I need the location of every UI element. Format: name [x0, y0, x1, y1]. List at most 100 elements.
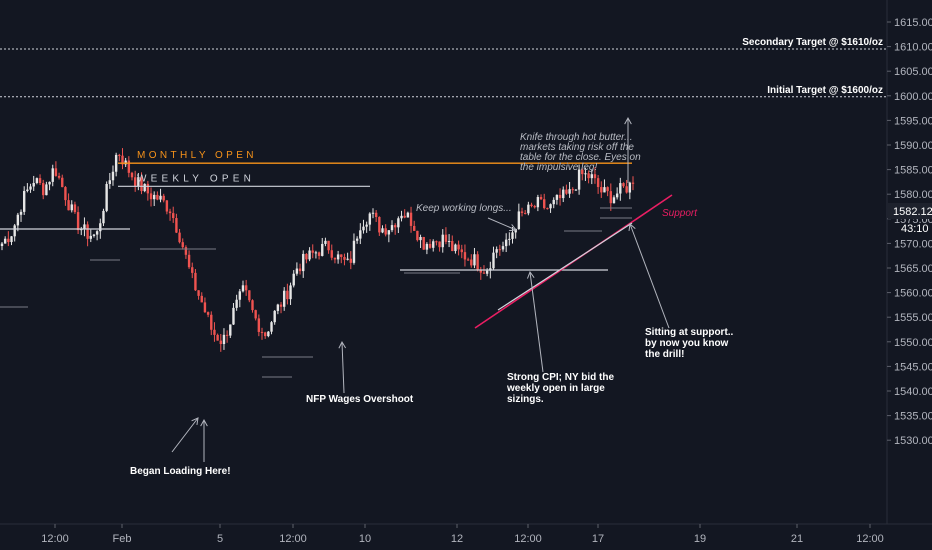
- candle-body: [165, 200, 169, 212]
- candle-body: [276, 304, 280, 311]
- candle-body: [32, 182, 35, 187]
- candle-body: [67, 200, 70, 211]
- candle-body: [26, 189, 29, 191]
- candle-body: [346, 258, 349, 260]
- candle-body: [543, 199, 546, 209]
- x-tick-label: 17: [592, 533, 604, 545]
- candle-body: [473, 254, 476, 266]
- candle-body: [159, 195, 162, 200]
- candle-body: [295, 268, 299, 274]
- candle-body: [308, 250, 311, 260]
- candle-body: [327, 240, 330, 251]
- y-tick-label: 1595.00: [894, 115, 932, 127]
- candle-body: [254, 310, 257, 319]
- candle-body: [29, 186, 32, 190]
- candle-body: [349, 258, 352, 263]
- candle-body: [64, 187, 67, 201]
- cpi-line: sizings.: [507, 394, 544, 405]
- keep-longs-arrow-head: [508, 224, 517, 232]
- candle-body: [492, 252, 495, 269]
- x-tick-label: 12:00: [514, 533, 542, 545]
- candle-body: [340, 254, 343, 257]
- candle-body: [508, 238, 511, 240]
- cpi-line: Strong CPI; NY bid the: [507, 372, 614, 383]
- candle-body: [562, 189, 565, 199]
- candle-body: [577, 169, 581, 190]
- candle-body: [387, 230, 391, 235]
- candle-body: [175, 218, 178, 233]
- candle-body: [416, 230, 419, 241]
- nfp-annotation: NFP Wages Overshoot: [306, 394, 414, 405]
- candle-body: [628, 182, 632, 193]
- candle-body: [302, 253, 305, 272]
- candle-body: [143, 183, 146, 192]
- began-arrow-head: [191, 417, 199, 425]
- candle-body: [479, 269, 482, 273]
- candle-body: [76, 212, 80, 231]
- candle-body: [612, 197, 616, 204]
- candle-body: [127, 160, 131, 173]
- candle-body: [219, 340, 222, 345]
- candle-body: [520, 211, 524, 213]
- candle-body: [441, 234, 444, 248]
- candle-body: [371, 212, 375, 214]
- x-tick-label: 10: [359, 533, 371, 545]
- candle-body: [311, 250, 314, 253]
- candle-body: [511, 232, 514, 239]
- candle-body: [314, 252, 318, 254]
- y-tick-label: 1570.00: [894, 238, 932, 250]
- candle-body: [162, 195, 165, 201]
- candle-body: [133, 177, 137, 187]
- candle-body: [99, 223, 102, 232]
- candle-body: [444, 234, 448, 242]
- cpi-arrow-head: [526, 270, 535, 279]
- candle-body: [225, 334, 229, 336]
- candle-body: [137, 177, 140, 187]
- candles: [0, 148, 635, 352]
- candle-body: [549, 204, 552, 209]
- candle-body: [257, 318, 261, 332]
- candle-body: [413, 225, 416, 231]
- candle-body: [229, 324, 232, 336]
- candle-body: [619, 183, 622, 194]
- x-tick-label: 12: [451, 533, 463, 545]
- candle-body: [194, 272, 197, 291]
- y-tick-label: 1555.00: [894, 312, 932, 324]
- candle-body: [533, 206, 536, 208]
- y-tick-label: 1605.00: [894, 66, 932, 78]
- candle-body: [191, 267, 194, 273]
- candle-body: [406, 212, 410, 218]
- knife-arrow-head: [624, 116, 632, 125]
- candle-body: [631, 182, 635, 184]
- candle-body: [603, 187, 606, 193]
- candle-body: [501, 246, 505, 250]
- candle-body: [19, 211, 23, 215]
- candle-body: [35, 178, 39, 183]
- candle-body: [400, 215, 403, 219]
- candle-body: [517, 211, 521, 229]
- candle-body: [222, 334, 226, 345]
- y-tick-label: 1580.00: [894, 189, 932, 201]
- time-axis[interactable]: 12:00 Feb 5 12:00 10 12 12:00 17 19 21 12:00: [41, 524, 884, 545]
- nfp-arrow-head: [338, 340, 347, 349]
- candle-body: [565, 189, 568, 194]
- candle-body: [248, 290, 251, 301]
- candle-body: [495, 249, 498, 253]
- candle-body: [42, 183, 45, 196]
- sitting-arrow-head: [628, 223, 636, 232]
- candle-body: [270, 322, 273, 332]
- candle-body: [130, 172, 134, 178]
- candle-body: [435, 241, 438, 243]
- candle-body: [111, 171, 115, 181]
- candle-body: [251, 300, 254, 311]
- candle-body: [352, 240, 356, 263]
- initial-target-label: Initial Target @ $1600/oz: [767, 85, 883, 96]
- candle-body: [470, 259, 473, 266]
- candle-body: [305, 253, 308, 260]
- candle-body: [273, 310, 276, 323]
- candle-body: [3, 238, 7, 244]
- sitting-annotation: Sitting at support.. by now you know the d…: [645, 327, 734, 360]
